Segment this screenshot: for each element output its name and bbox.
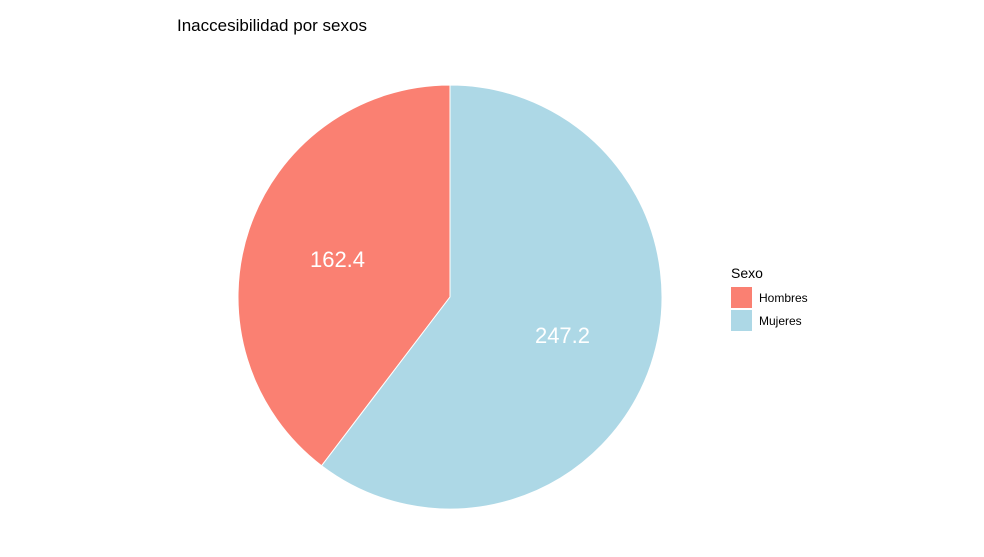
legend-title: Sexo — [731, 265, 763, 281]
legend-key-mujeres — [731, 310, 752, 331]
pie-slices — [237, 84, 663, 510]
slice-label-hombres: 162.4 — [310, 247, 365, 272]
pie-slice-hombres — [237, 84, 451, 467]
legend-label-mujeres: Mujeres — [759, 314, 802, 328]
pie-slice-mujeres — [320, 84, 663, 510]
chart-title: Inaccesibilidad por sexos — [177, 16, 367, 35]
legend: Sexo Hombres Mujeres — [731, 265, 808, 331]
legend-label-hombres: Hombres — [759, 291, 808, 305]
slice-label-mujeres: 247.2 — [535, 323, 590, 348]
legend-key-hombres — [731, 287, 752, 308]
slice-labels: 162.4 247.2 — [310, 247, 590, 348]
